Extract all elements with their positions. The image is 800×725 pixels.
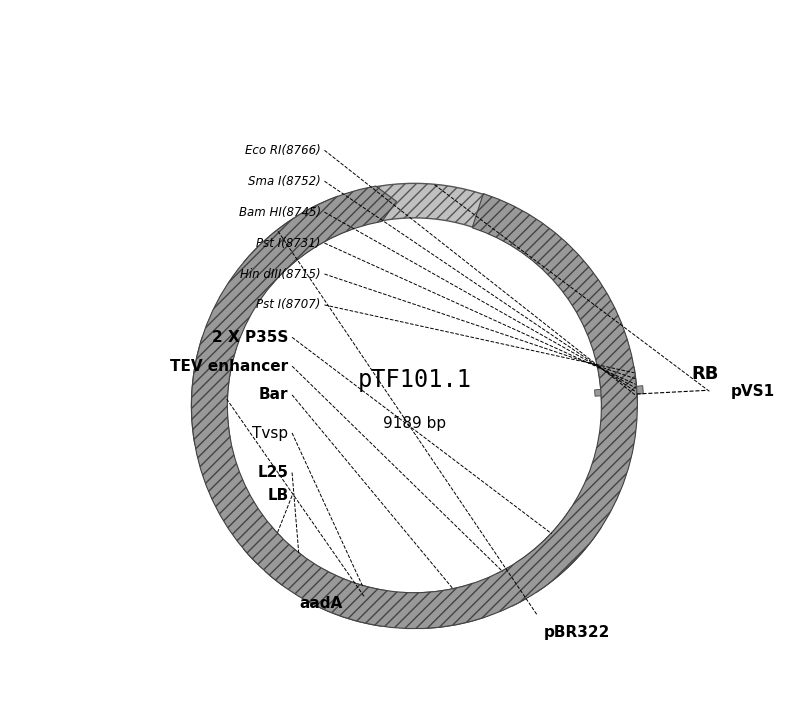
Text: pTF101.1: pTF101.1 (358, 368, 471, 392)
Polygon shape (421, 583, 491, 629)
Text: pVS1: pVS1 (731, 384, 775, 399)
Text: TEV enhancer: TEV enhancer (170, 359, 289, 373)
Wedge shape (192, 183, 637, 628)
Text: Bam HI(8745): Bam HI(8745) (238, 206, 321, 219)
Polygon shape (516, 502, 602, 593)
Text: Pst I(8731): Pst I(8731) (257, 236, 321, 249)
Text: pBR322: pBR322 (544, 625, 610, 640)
Polygon shape (243, 196, 350, 288)
Polygon shape (598, 367, 638, 416)
Text: Tvsp: Tvsp (252, 426, 289, 441)
Text: RB: RB (692, 365, 719, 384)
Polygon shape (594, 386, 643, 396)
Text: Sma I(8752): Sma I(8752) (248, 175, 321, 188)
Text: LB: LB (267, 488, 289, 503)
Text: L25: L25 (258, 465, 289, 480)
Text: Hin dIII(8715): Hin dIII(8715) (240, 268, 321, 281)
Polygon shape (191, 336, 237, 459)
Text: 2 X P35S: 2 X P35S (212, 330, 289, 345)
Text: Pst I(8707): Pst I(8707) (257, 299, 321, 312)
Polygon shape (265, 544, 304, 586)
Polygon shape (191, 186, 638, 629)
Text: Eco RI(8766): Eco RI(8766) (245, 144, 321, 157)
Text: aadA: aadA (299, 596, 342, 611)
Polygon shape (497, 568, 526, 606)
Polygon shape (306, 569, 400, 626)
Text: 9189 bp: 9189 bp (383, 416, 446, 431)
Polygon shape (243, 526, 282, 563)
Text: Bar: Bar (259, 387, 289, 402)
